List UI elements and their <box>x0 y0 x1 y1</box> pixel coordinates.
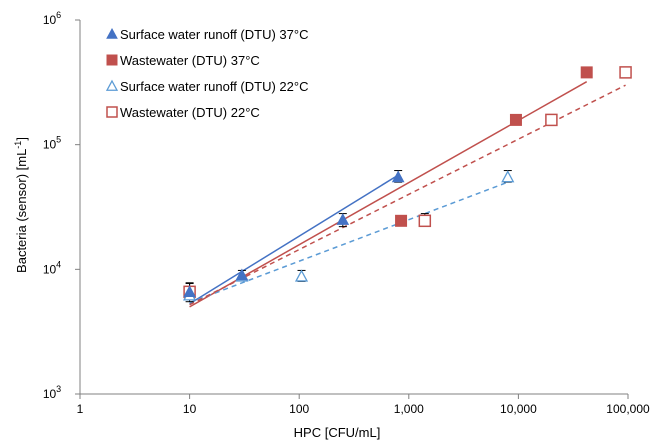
legend-label: Surface water runoff (DTU) 22°C <box>120 79 308 94</box>
point-surface-water-runoff-dtu-37c <box>391 170 405 183</box>
y-axis-title-sup: -1 <box>13 141 23 149</box>
x-ticks: 1 10 100 1,000 10,000 100,000 <box>77 394 650 416</box>
legend-item-surface-water-runoff-dtu-22c: Surface water runoff (DTU) 22°C <box>105 79 308 94</box>
y-tick-label: 106 <box>43 10 61 27</box>
legend-marker <box>106 54 118 66</box>
point-wastewater-dtu-22c <box>545 113 558 127</box>
legend-marker <box>106 106 118 118</box>
y-axis-title-main: Bacteria (sensor) [mL <box>14 149 29 273</box>
legend-item-wastewater-dtu-37c: Wastewater (DTU) 37°C <box>106 53 260 68</box>
y-tick-label: 105 <box>43 135 61 152</box>
legend-item-surface-water-runoff-dtu-37c: Surface water runoff (DTU) 37°C <box>106 27 308 42</box>
x-tick-label: 1 <box>77 402 84 416</box>
data-points <box>183 66 632 301</box>
x-tick-label: 10 <box>183 402 197 416</box>
legend-label: Wastewater (DTU) 22°C <box>120 105 260 120</box>
point-surface-water-runoff-dtu-22c <box>294 269 309 282</box>
point-surface-water-runoff-dtu-22c <box>501 170 515 183</box>
legend-label: Surface water runoff (DTU) 37°C <box>120 27 308 42</box>
legend-marker <box>105 79 119 91</box>
point-wastewater-dtu-22c <box>418 214 432 228</box>
legend-item-wastewater-dtu-22c: Wastewater (DTU) 22°C <box>106 105 260 120</box>
fit-line-surface-water-runoff-dtu-22c <box>189 181 509 304</box>
point-surface-water-runoff-dtu-37c <box>235 268 249 281</box>
x-tick-label: 100,000 <box>606 402 650 416</box>
point-wastewater-dtu-22c <box>619 66 632 79</box>
y-tick-base: 10 <box>43 13 57 27</box>
point-surface-water-runoff-dtu-37c <box>183 285 196 298</box>
legend-marker <box>106 27 118 39</box>
y-tick-label: 103 <box>43 384 61 401</box>
x-axis-title: HPC [CFU/mL] <box>294 425 381 440</box>
y-tick-base: 10 <box>43 138 57 152</box>
y-tick-label: 104 <box>43 259 61 276</box>
point-surface-water-runoff-dtu-37c <box>336 213 350 225</box>
y-tick-base: 10 <box>43 387 57 401</box>
y-tick-base: 10 <box>43 262 57 276</box>
y-tick-exponent: 4 <box>56 259 61 269</box>
legend: Surface water runoff (DTU) 37°C Wastewate… <box>105 27 308 120</box>
point-wastewater-dtu-37c <box>580 66 593 79</box>
y-tick-exponent: 3 <box>56 384 61 394</box>
point-wastewater-dtu-37c <box>509 113 522 126</box>
x-tick-label: 10,000 <box>500 402 537 416</box>
y-axis-title: Bacteria (sensor) [mL-1] <box>13 137 29 273</box>
x-tick-label: 1,000 <box>394 402 424 416</box>
y-axis-title-end: ] <box>14 137 29 141</box>
legend-label: Wastewater (DTU) 37°C <box>120 53 260 68</box>
axes <box>79 20 628 395</box>
y-tick-exponent: 5 <box>56 135 61 145</box>
fit-line-surface-water-runoff-dtu-37c <box>189 174 399 305</box>
x-tick-label: 100 <box>289 402 309 416</box>
point-wastewater-dtu-37c <box>395 214 408 227</box>
y-tick-exponent: 6 <box>56 10 61 20</box>
